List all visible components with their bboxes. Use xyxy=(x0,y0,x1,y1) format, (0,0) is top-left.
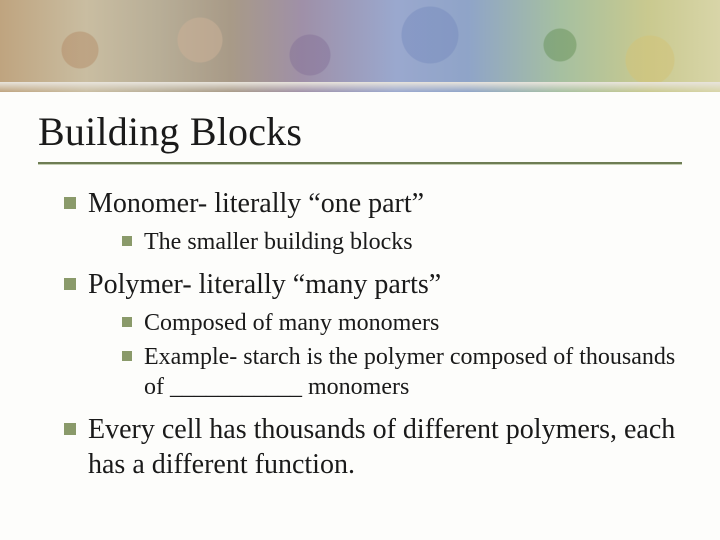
slide-body: Monomer- literally “one part” The smalle… xyxy=(38,172,690,490)
title-underline-rule xyxy=(38,162,682,164)
bullet-list-lvl2: The smaller building blocks xyxy=(88,227,690,257)
slide: Building Blocks Monomer- literally “one … xyxy=(0,0,720,540)
slide-title: Building Blocks xyxy=(38,108,690,155)
list-item-text: Monomer- literally “one part” xyxy=(88,188,424,219)
list-item: Composed of many monomers xyxy=(122,308,690,338)
list-item-text: Composed of many monomers xyxy=(144,310,439,336)
slide-content: Building Blocks xyxy=(38,108,690,165)
list-item-text: The smaller building blocks xyxy=(144,229,413,255)
list-item-text: Polymer- literally “many parts” xyxy=(88,269,441,300)
list-item: Example- starch is the polymer composed … xyxy=(122,342,690,402)
bullet-list-lvl1: Monomer- literally “one part” The smalle… xyxy=(38,186,690,482)
list-item: Every cell has thousands of different po… xyxy=(64,412,690,482)
list-item: The smaller building blocks xyxy=(122,227,690,257)
list-item: Polymer- literally “many parts” Composed… xyxy=(64,267,690,402)
list-item: Monomer- literally “one part” The smalle… xyxy=(64,186,690,257)
decorative-top-fade xyxy=(0,82,720,92)
list-item-text: Every cell has thousands of different po… xyxy=(88,414,675,480)
decorative-top-band xyxy=(0,0,720,92)
bullet-list-lvl2: Composed of many monomers Example- starc… xyxy=(88,308,690,402)
list-item-text: Example- starch is the polymer composed … xyxy=(144,344,675,400)
